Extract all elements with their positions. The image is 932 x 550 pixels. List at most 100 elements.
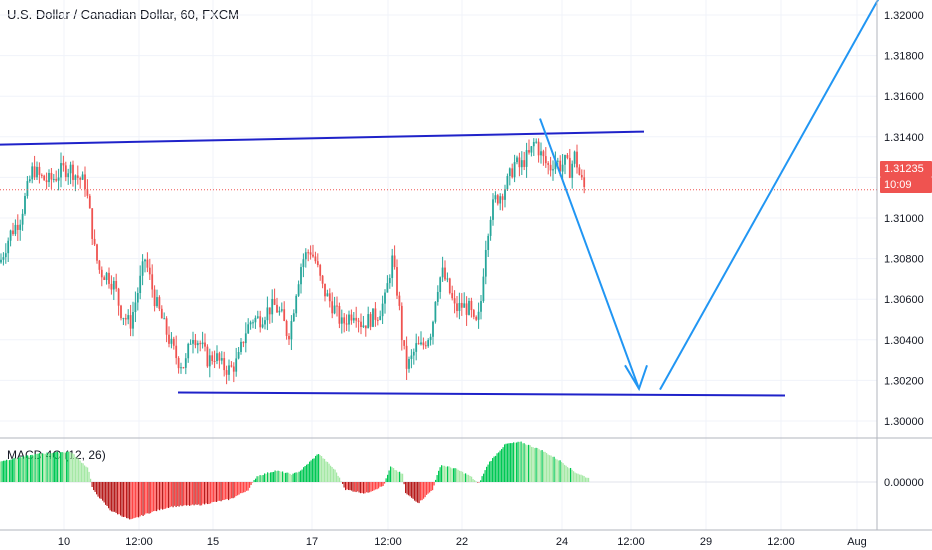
macd-bar [270, 472, 272, 482]
macd-bar [84, 465, 86, 482]
macd-bar [481, 476, 483, 482]
candle-body [319, 265, 322, 276]
macd-bar [555, 458, 557, 482]
macd-bar [15, 458, 17, 482]
macd-bar [447, 466, 449, 482]
macd-bar [363, 482, 365, 494]
macd-bar [147, 482, 149, 514]
macd-bar [213, 482, 215, 502]
candle-body [228, 365, 230, 375]
candle-body [280, 309, 283, 311]
candle-body [194, 340, 197, 346]
candle-body [144, 259, 146, 262]
macd-bar [90, 478, 92, 482]
macd-bar [430, 482, 432, 492]
macd-bar [1, 461, 3, 482]
macd-bar [73, 454, 75, 482]
macd-bar [442, 465, 444, 482]
macd-bar [225, 482, 227, 500]
candle-body [160, 308, 163, 319]
macd-bar [378, 482, 380, 489]
macd-bar [342, 482, 344, 484]
macd-bar [246, 482, 248, 491]
macd-bar [264, 473, 266, 482]
candle-body [360, 321, 362, 327]
macd-bar [514, 442, 516, 482]
macd-bar [66, 451, 68, 482]
candle-body [288, 335, 290, 340]
macd-bar [459, 470, 461, 482]
candle-body [175, 345, 178, 359]
macd-bar [286, 472, 288, 482]
candle-body [112, 280, 115, 290]
macd-bar [520, 441, 522, 482]
candle-body [139, 275, 142, 294]
macd-bar [399, 471, 401, 482]
macd-bar [303, 467, 305, 482]
candle-body [172, 338, 175, 346]
candle-body [242, 341, 245, 344]
candle-body [96, 244, 98, 261]
macd-bar [532, 447, 534, 482]
macd-bar [336, 472, 338, 482]
macd-bar [195, 482, 197, 505]
macd-bar [538, 449, 540, 482]
macd-bar [241, 482, 243, 494]
macd-bar [27, 455, 29, 482]
macd-bar [498, 452, 500, 482]
macd-bar [424, 482, 426, 498]
macd-bar [484, 470, 486, 482]
candle-body [314, 256, 317, 262]
candle-body [458, 302, 461, 312]
macd-bar [501, 449, 503, 482]
candle-body [48, 172, 50, 183]
macd-bar [403, 482, 405, 485]
macd-bar [432, 482, 434, 491]
candle-body [192, 340, 194, 344]
macd-bar [252, 482, 254, 483]
macd-bar [100, 482, 102, 499]
x-tick-label: 12:00 [125, 536, 153, 548]
candle-body [472, 310, 475, 317]
macd-bar [196, 482, 198, 505]
candle-body [110, 283, 113, 290]
macd-bar [391, 467, 393, 482]
candle-body [285, 321, 288, 336]
candle-body [127, 315, 130, 320]
macd-bar [144, 482, 146, 515]
macd-bar [400, 473, 402, 482]
macd-bar [168, 482, 170, 509]
macd-bar [88, 471, 90, 482]
candle-body [432, 321, 434, 337]
macd-bar [445, 466, 447, 482]
macd-bar [207, 482, 209, 505]
y-tick-label: 1.31000 [884, 213, 924, 225]
macd-bar [448, 466, 450, 482]
candle-body [583, 177, 586, 188]
macd-bar [132, 482, 134, 519]
macd-bar [546, 452, 548, 482]
macd-bar [390, 466, 392, 482]
candle-body [369, 314, 372, 327]
candle-body [84, 174, 86, 190]
macd-bar [367, 482, 369, 493]
macd-bar [181, 482, 183, 507]
macd-bar [510, 443, 512, 482]
macd-bar [540, 450, 542, 482]
macd-bar [310, 460, 312, 482]
projection-down-line [539, 118, 640, 390]
macd-bar [475, 481, 477, 482]
x-tick-label: 10 [58, 536, 70, 548]
macd-bar [87, 467, 89, 482]
macd-bar [78, 458, 80, 482]
macd-bar [75, 456, 77, 482]
candle-body [549, 164, 552, 171]
candle-body [484, 249, 487, 277]
macd-bar [159, 482, 161, 511]
x-tick-label: 17 [306, 536, 318, 548]
macd-bar [231, 482, 233, 499]
candle-body [105, 272, 108, 281]
macd-bar [121, 482, 123, 517]
candle-body [393, 255, 396, 268]
